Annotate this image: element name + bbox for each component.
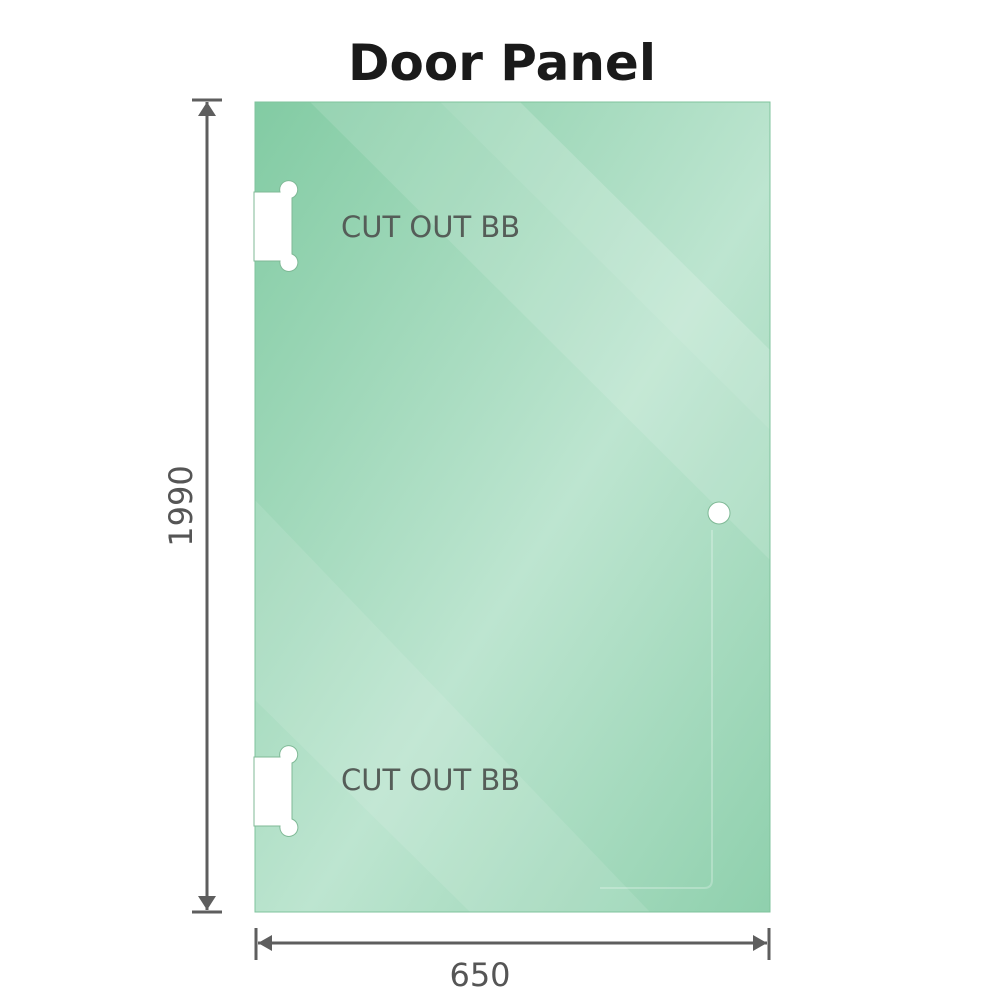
width-dimension-line bbox=[254, 928, 771, 960]
cutout-label-top: CUT OUT BB bbox=[341, 210, 520, 244]
glass-reflection bbox=[440, 102, 770, 430]
arrow-down-icon bbox=[198, 896, 216, 910]
arrow-up-icon bbox=[198, 102, 216, 116]
cutout-label-bottom: CUT OUT BB bbox=[341, 763, 520, 797]
glass-reflection bbox=[255, 500, 650, 912]
arrow-left-icon bbox=[258, 935, 272, 951]
glass-panel bbox=[254, 101, 771, 913]
diagram-title: Door Panel bbox=[348, 34, 656, 92]
cutout-bottom bbox=[253, 745, 299, 837]
height-label: 1990 bbox=[162, 465, 200, 546]
cutout-top bbox=[253, 180, 299, 272]
handle-hole bbox=[707, 501, 731, 525]
arrow-right-icon bbox=[753, 935, 767, 951]
height-dimension-line bbox=[192, 98, 222, 914]
glass-reflection bbox=[310, 102, 770, 560]
width-label: 650 bbox=[449, 956, 510, 994]
